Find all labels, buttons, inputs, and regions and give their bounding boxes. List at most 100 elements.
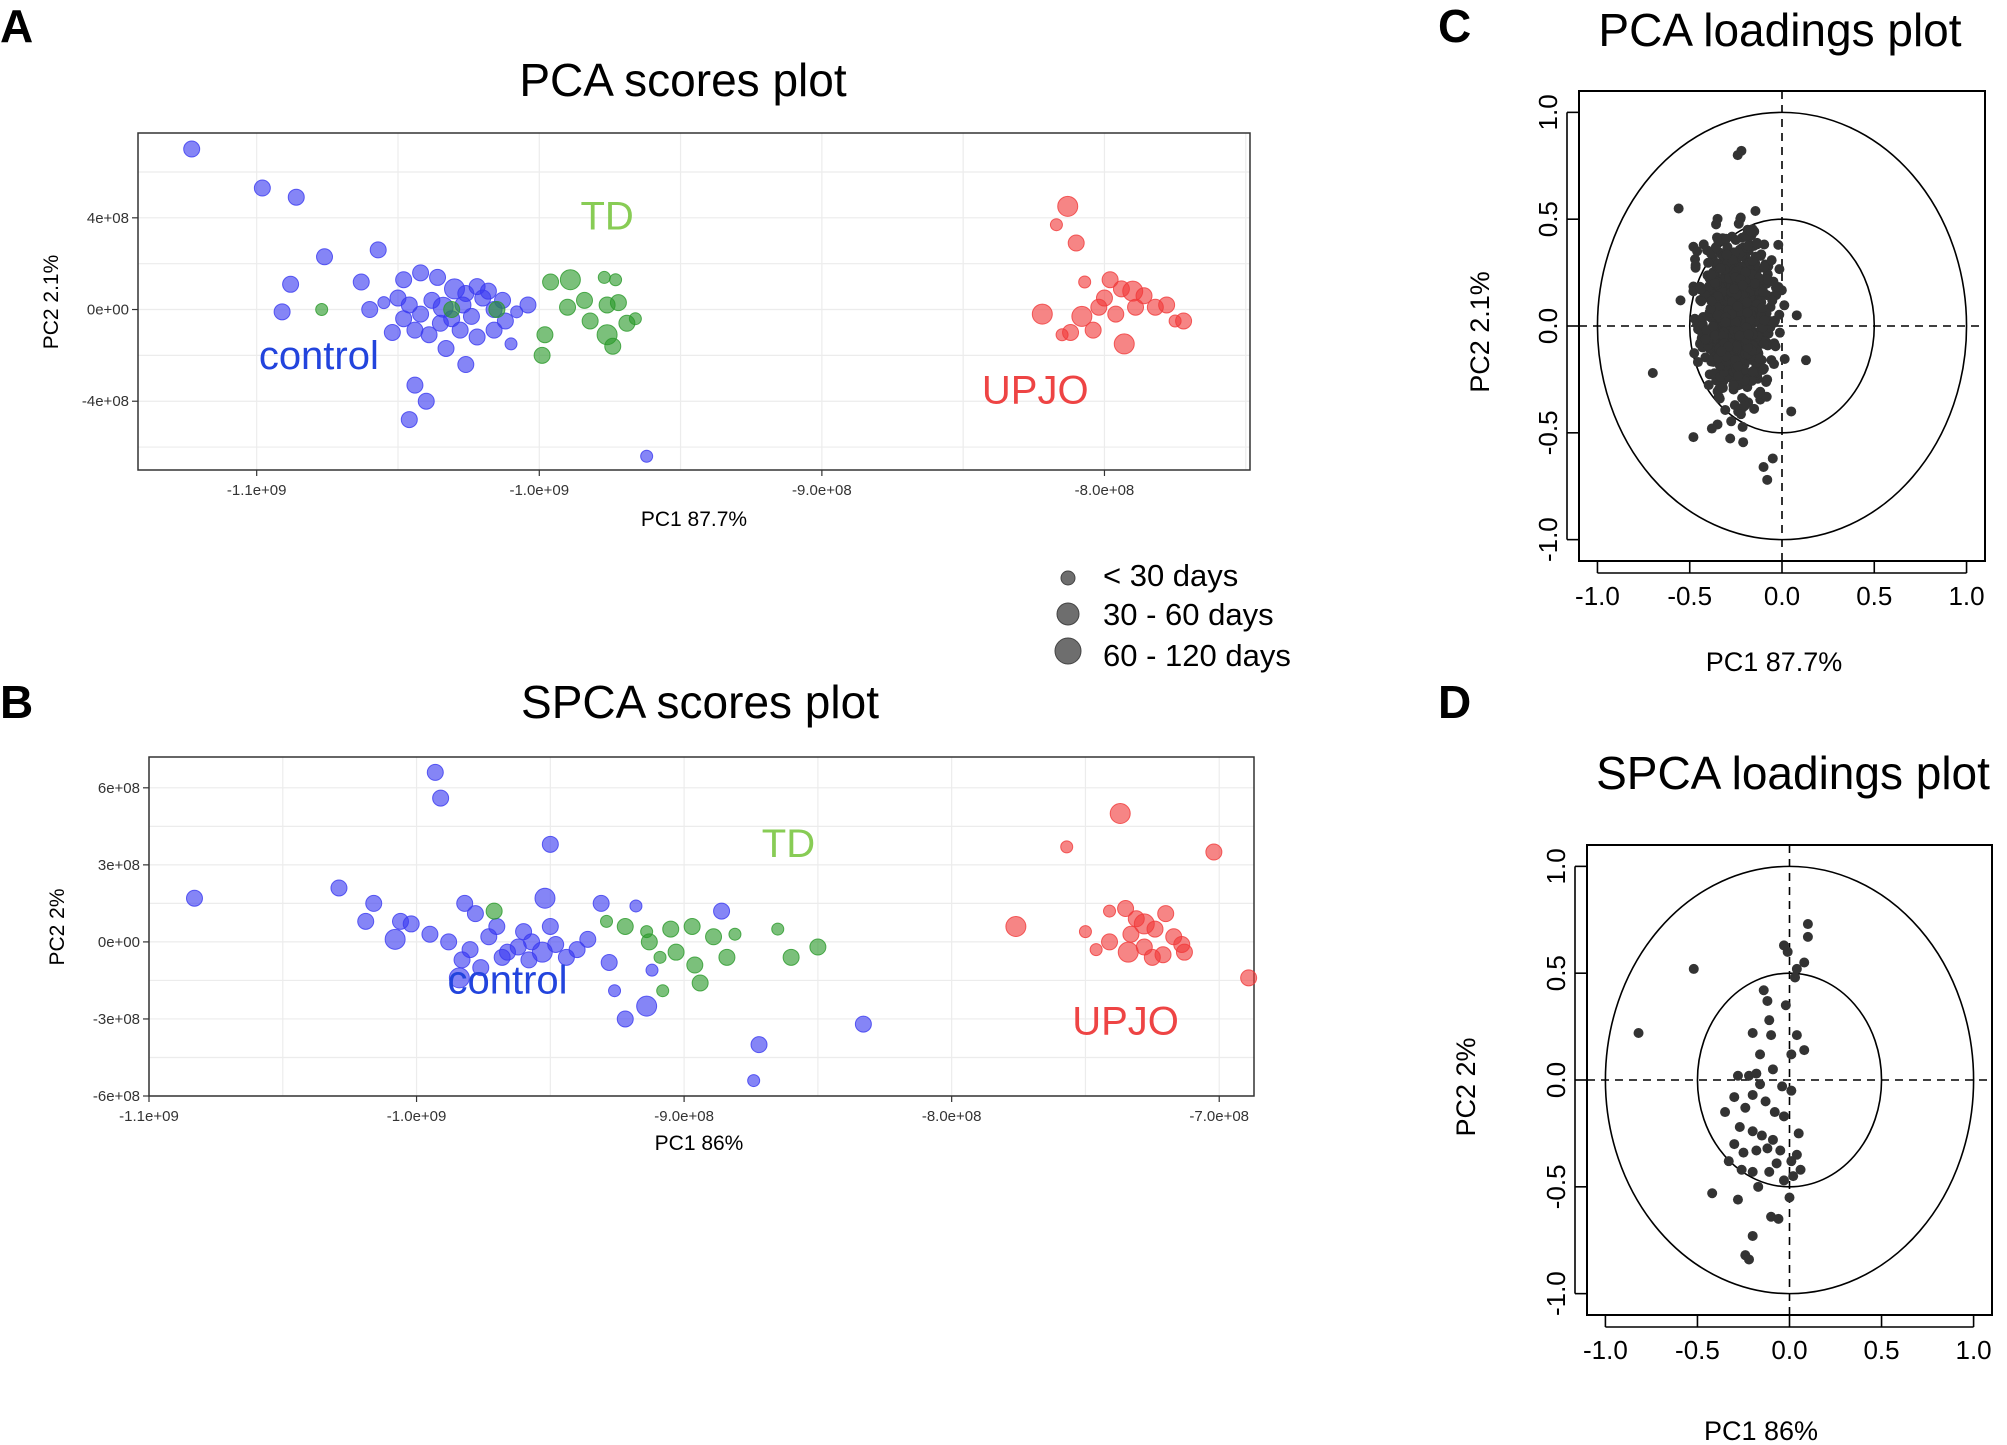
loading-point (1736, 1164, 1747, 1175)
loading-point (1762, 995, 1773, 1006)
score-point-control (316, 248, 334, 266)
score-point-td (662, 920, 680, 938)
loading-point (1758, 338, 1769, 349)
y-tick-label: 0.5 (1533, 201, 1563, 237)
loading-point (1723, 1156, 1734, 1167)
score-point-td (315, 303, 329, 317)
score-point-control (547, 935, 565, 953)
panel-b-title: SPCA scores plot (521, 676, 879, 728)
loading-point (1782, 946, 1793, 957)
loading-point (1747, 1166, 1758, 1177)
panel-c-x-label: PC1 87.7% (1706, 647, 1843, 677)
panel-b-x-label: PC1 86% (655, 1132, 744, 1155)
score-point-control (185, 889, 203, 907)
loading-point (1734, 330, 1745, 341)
score-point-upjo (1127, 298, 1145, 316)
loading-point (1762, 1143, 1773, 1154)
group-label-upjo: UPJO (1072, 999, 1179, 1043)
panel-d-x-ticks: -1.0 -0.5 0.0 0.5 1.0 (1583, 1315, 1992, 1365)
loading-point (1739, 400, 1750, 411)
loading-point (1780, 1000, 1791, 1011)
panel-a-x-ticks: -1.1e+09 -1.0e+09 -9.0e+08 -8.0e+08 (227, 470, 1134, 499)
score-point-td (575, 291, 593, 309)
score-point-control (499, 943, 517, 961)
loading-point (1786, 1049, 1797, 1060)
loading-point (1784, 1192, 1795, 1203)
score-point-control (400, 411, 418, 429)
loading-point (1720, 1107, 1731, 1118)
loading-point (1768, 317, 1779, 328)
y-tick-label: 4e+08 (87, 210, 129, 227)
loading-point (1737, 421, 1748, 432)
loading-point (1729, 1139, 1740, 1150)
score-point-upjo (1084, 321, 1102, 339)
score-point-upjo (1157, 905, 1175, 923)
loading-point (1757, 302, 1768, 313)
loading-point (1732, 150, 1743, 161)
score-point-upjo (1107, 305, 1125, 323)
loading-point (1758, 985, 1769, 996)
x-tick-label: -8.0e+08 (922, 1108, 982, 1125)
loading-point (1791, 963, 1802, 974)
score-point-control (854, 1015, 872, 1033)
loading-point (1747, 1230, 1758, 1241)
score-point-upjo (1113, 333, 1135, 355)
loading-point (1730, 235, 1741, 246)
panel-c: PCA loadings plot -1.0 -0.5 0.0 0.5 1.0 -1.0… (1465, 4, 1986, 677)
score-point-control (253, 179, 271, 197)
panel-a-grid (138, 133, 1250, 470)
loading-point (1746, 226, 1757, 237)
score-point-upjo (1049, 218, 1063, 232)
loading-point (1700, 334, 1711, 345)
score-point-control (361, 301, 379, 319)
score-point-control (282, 275, 300, 293)
loading-point (1734, 1122, 1745, 1132)
loading-point (1752, 237, 1763, 248)
loading-point (1767, 1134, 1778, 1145)
y-tick-label: -1.0 (1541, 1271, 1571, 1316)
loading-point (1720, 317, 1731, 328)
loading-point (1755, 386, 1766, 397)
loading-point (1747, 255, 1758, 266)
loading-point (1762, 474, 1773, 485)
score-point-upjo (1078, 275, 1092, 289)
y-tick-label: 0.0 (1533, 308, 1563, 344)
loading-point (1703, 380, 1714, 391)
score-point-td (653, 950, 667, 964)
panel-c-points (1647, 145, 1811, 485)
legend-marker-small (1060, 570, 1076, 586)
score-point-control (421, 925, 439, 943)
score-point-control (747, 1074, 761, 1088)
score-point-td (559, 298, 577, 316)
loading-point (1756, 1130, 1767, 1141)
panel-a-y-ticks: -4e+08 0e+00 4e+08 (82, 210, 138, 410)
x-tick-label: -1.1e+09 (227, 482, 287, 499)
score-point-td (600, 914, 614, 928)
y-tick-label: -0.5 (1541, 1164, 1571, 1209)
score-point-control (629, 899, 643, 913)
score-point-td (683, 918, 701, 935)
score-point-td (559, 269, 581, 291)
panel-c-y-ticks: -1.0 -0.5 0.0 0.5 1.0 (1533, 94, 1579, 562)
x-tick-label: 1.0 (1948, 581, 1984, 611)
loading-point (1714, 393, 1725, 404)
score-point-control (395, 271, 413, 289)
score-point-control (448, 967, 470, 989)
loading-point (1715, 263, 1726, 274)
y-tick-label: -4e+08 (82, 393, 129, 410)
loading-point (1733, 361, 1744, 372)
score-point-upjo (1205, 843, 1223, 861)
panel-b-x-ticks: -1.1e+09 -1.0e+09 -9.0e+08 -8.0e+08 -7.0e+08 (119, 1096, 1249, 1125)
loading-point (1766, 1030, 1777, 1041)
score-point-upjo (1143, 948, 1161, 966)
score-point-control (504, 337, 518, 351)
score-point-control (369, 241, 387, 259)
score-point-control (636, 995, 658, 1017)
x-tick-label: -9.0e+08 (654, 1108, 714, 1125)
score-point-control (384, 928, 406, 950)
loading-point (1706, 296, 1717, 307)
legend-label-large: 60 - 120 days (1103, 638, 1291, 673)
loading-point (1770, 341, 1781, 352)
score-point-control (431, 314, 449, 332)
score-point-control (440, 933, 458, 951)
